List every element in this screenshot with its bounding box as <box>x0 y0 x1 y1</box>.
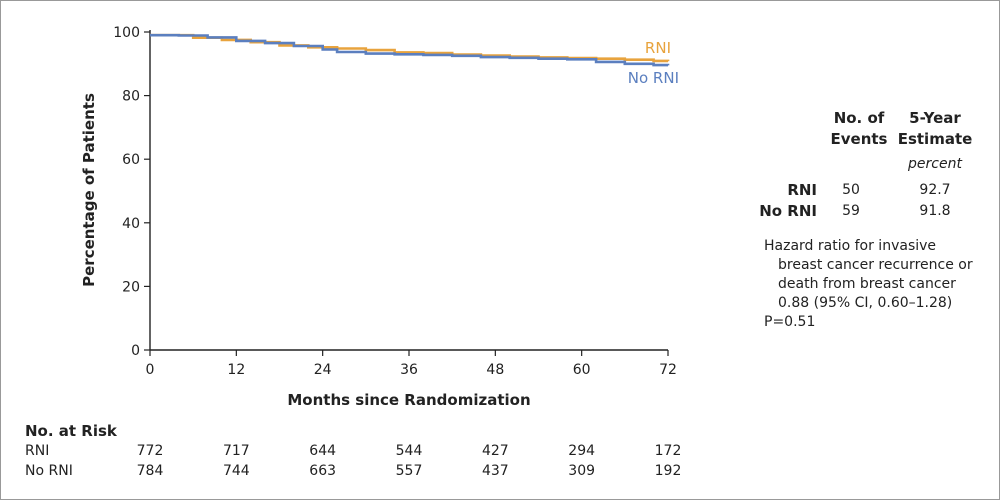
y-tick-label-60: 60 <box>122 152 140 168</box>
y-tick-label-40: 40 <box>122 216 140 232</box>
events-row-count-no-rni: 59 <box>842 203 860 219</box>
hazard-note-line3: death from breast cancer <box>778 276 956 292</box>
risk-cell-rni-36: 544 <box>395 443 423 459</box>
events-header-line2: Events <box>830 130 888 148</box>
risk-cell-rni-72: 172 <box>654 443 682 459</box>
risk-table-title: No. at Risk <box>25 422 117 440</box>
y-tick-label-20: 20 <box>122 279 140 295</box>
risk-cell-no-rni-72: 192 <box>654 463 682 479</box>
risk-cell-no-rni-0: 784 <box>136 463 164 479</box>
events-row-estimate-no-rni: 91.8 <box>919 203 951 219</box>
risk-cell-rni-12: 717 <box>222 443 250 459</box>
x-tick-label-0: 0 <box>146 362 155 378</box>
events-header: No. of Events <box>821 108 897 150</box>
hazard-ratio-note: Hazard ratio for invasive breast cancer … <box>764 237 996 332</box>
series-line-rni <box>150 33 670 63</box>
estimate-header: 5-Year Estimate <box>893 108 977 150</box>
risk-row-label-no-rni: No RNI <box>25 463 73 479</box>
series-label-rni: RNI <box>645 39 671 57</box>
y-tick-label-0: 0 <box>131 343 140 359</box>
risk-cell-no-rni-60: 309 <box>568 463 596 479</box>
risk-cell-rni-24: 644 <box>309 443 337 459</box>
events-row-count-rni: 50 <box>842 182 860 198</box>
risk-cell-rni-60: 294 <box>568 443 596 459</box>
hazard-note-line1: Hazard ratio for invasive <box>764 238 937 254</box>
events-row-estimate-rni: 92.7 <box>919 182 951 198</box>
x-tick-label-60: 60 <box>573 362 591 378</box>
estimate-header-line2: Estimate <box>897 130 973 148</box>
series-label-no-rni: No RNI <box>628 69 679 87</box>
risk-cell-rni-48: 427 <box>481 443 509 459</box>
risk-row-label-rni: RNI <box>25 443 50 459</box>
risk-cell-no-rni-48: 437 <box>481 463 509 479</box>
risk-cell-no-rni-12: 744 <box>222 463 250 479</box>
estimate-header-line1: 5-Year <box>909 109 961 127</box>
axes: 0 20 40 60 80 100 0 12 24 36 48 60 72 <box>113 25 677 378</box>
x-tick-label-24: 24 <box>314 362 332 378</box>
series-layer <box>150 33 670 67</box>
events-row-label-rni: RNI <box>787 181 817 199</box>
risk-cell-rni-0: 772 <box>136 443 164 459</box>
hazard-note-line5: P=0.51 <box>764 314 816 330</box>
x-axis-title: Months since Randomization <box>287 391 530 409</box>
risk-cell-no-rni-36: 557 <box>395 463 423 479</box>
y-tick-label-100: 100 <box>113 25 140 41</box>
series-line-no-rni <box>150 33 670 67</box>
events-header-line1: No. of <box>833 109 885 127</box>
risk-cell-no-rni-24: 663 <box>309 463 337 479</box>
x-tick-label-36: 36 <box>400 362 418 378</box>
estimate-unit: percent <box>908 156 962 172</box>
x-tick-label-72: 72 <box>659 362 677 378</box>
y-tick-label-80: 80 <box>122 89 140 105</box>
x-tick-label-48: 48 <box>486 362 504 378</box>
y-axis-title: Percentage of Patients <box>80 93 98 287</box>
x-tick-label-12: 12 <box>227 362 245 378</box>
hazard-note-line4: 0.88 (95% CI, 0.60–1.28) <box>778 295 953 311</box>
events-row-label-no-rni: No RNI <box>759 202 817 220</box>
hazard-note-line2: breast cancer recurrence or <box>778 257 973 273</box>
